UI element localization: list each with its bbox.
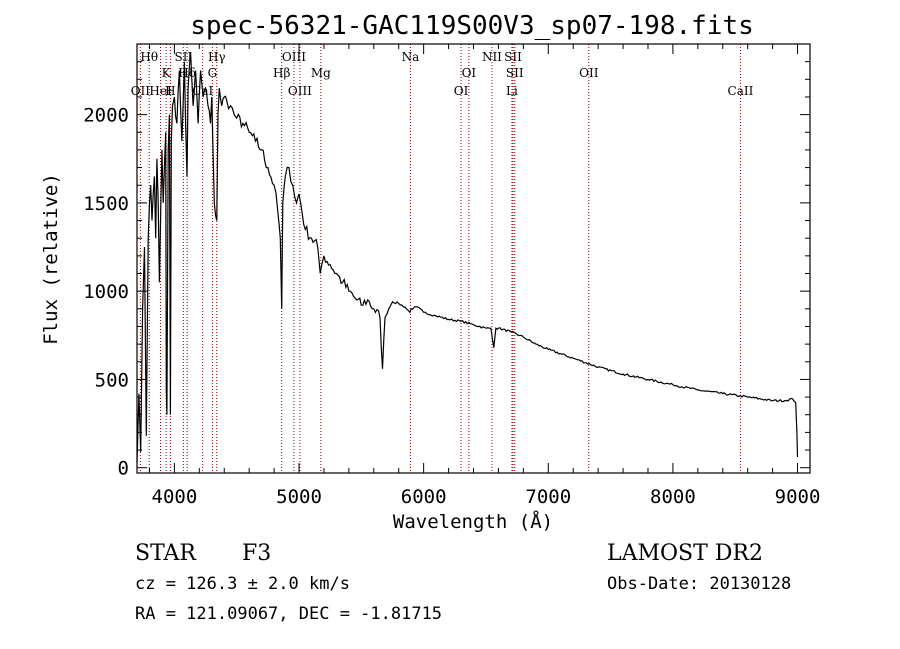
spectral-line-label: Na [402, 50, 420, 64]
plot-frame [136, 43, 811, 474]
x-tick-label: 8000 [650, 486, 696, 508]
y-tick-label: 0 [118, 458, 129, 480]
spectral-line-label: OII [579, 66, 599, 80]
spectral-line-label: CaII [728, 84, 754, 98]
x-tick-label: 5000 [276, 486, 322, 508]
object-class: STAR [135, 541, 197, 566]
spectral-line-label: H [165, 84, 175, 98]
spectral-line-label: SII [504, 50, 522, 64]
spectral-line-label: OII [131, 84, 151, 98]
survey-name: LAMOST DR2 [607, 541, 763, 566]
spectral-line-markers [139, 44, 741, 473]
spectral-line-label: SII [175, 50, 193, 64]
spectral-line-labels: Hθ OII K HeI SII HHδ Hγ G CaI Hβ OIII OIII Mg Na OI OI N… [131, 50, 754, 98]
y-tick-labels: 0 500 1000 1500 2000 [83, 105, 129, 480]
object-subclass: F3 [242, 541, 271, 566]
spectral-line-label: Hθ [140, 50, 158, 64]
x-tick-label: 7000 [525, 486, 571, 508]
spectral-line-label: Hγ [208, 50, 226, 64]
spectral-line-label: OI [454, 84, 469, 98]
y-axis-label: Flux (relative) [40, 173, 62, 345]
spectral-line-label: Mg [311, 66, 331, 80]
spectral-line-label: NII [482, 50, 502, 64]
x-tick-labels: 4000 5000 6000 7000 8000 9000 [152, 486, 821, 508]
spectral-line-label: SII [506, 66, 524, 80]
obs-date-text: Obs-Date: 20130128 [607, 574, 791, 594]
coordinates-text: RA = 121.09067, DEC = -1.81715 [135, 604, 442, 624]
x-tick-label: 6000 [401, 486, 447, 508]
spectral-line-label: K [162, 66, 172, 80]
redshift-text: cz = 126.3 ± 2.0 km/s [135, 574, 350, 594]
spectral-line-label: Hβ [273, 66, 290, 80]
y-tick-label: 500 [95, 369, 129, 391]
spectral-line-label: Hδ [178, 66, 196, 80]
spectral-line-label: OIII [288, 84, 312, 98]
spectral-line-label: HeI [149, 84, 172, 98]
x-tick-label: 9000 [775, 486, 821, 508]
chart-title: spec-56321-GAC119S00V3_sp07-198.fits [190, 11, 754, 41]
x-axis-label: Wavelength (Å) [393, 510, 553, 533]
spectral-line-label: OI [462, 66, 477, 80]
y-tick-label: 2000 [83, 105, 129, 127]
spectrum-series-line [136, 52, 799, 463]
axis-ticks [137, 43, 810, 473]
spectral-line-label: CaI [192, 84, 213, 98]
spectral-line-label: OIII [282, 50, 306, 64]
y-tick-label: 1000 [83, 281, 129, 303]
spectral-line-label: Li [506, 84, 518, 98]
y-tick-label: 1500 [83, 193, 129, 215]
spectral-line-label: G [208, 66, 218, 80]
x-tick-label: 4000 [152, 486, 198, 508]
